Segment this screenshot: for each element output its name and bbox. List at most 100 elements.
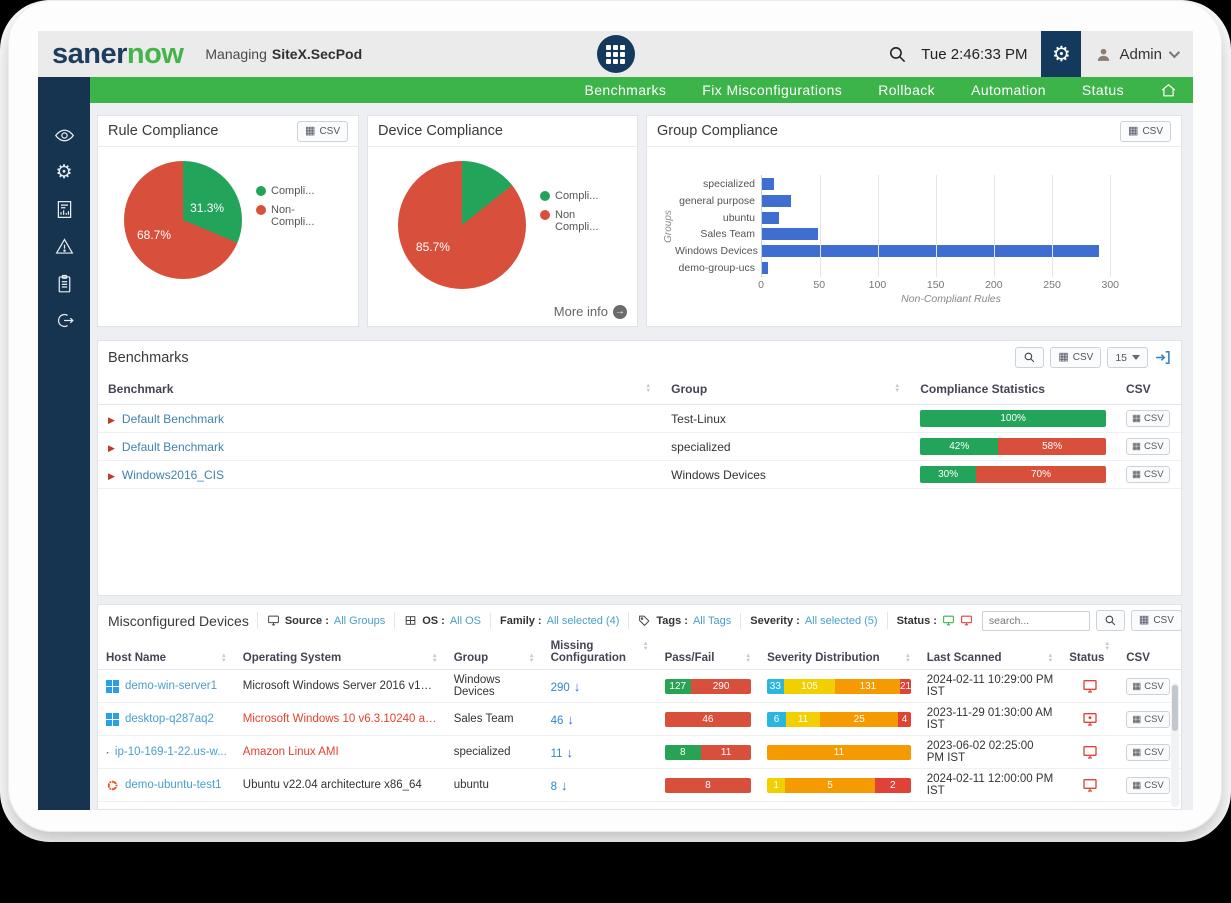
row-csv-button[interactable]: ▦ CSV <box>1126 410 1170 427</box>
benchmarks-search-button[interactable] <box>1015 347 1045 368</box>
bar-category-labels: specialized general purpose ubuntu Sales… <box>675 178 758 274</box>
table-icon: ▦ <box>1128 124 1139 137</box>
table-row: demo-win-server1 Microsoft Windows Serve… <box>98 669 1181 703</box>
status-offline-monitor-icon <box>961 615 972 626</box>
col-benchmark[interactable]: Benchmark ▲ ▼ <box>98 374 662 405</box>
expand-row-icon[interactable]: ▶ <box>108 442 115 453</box>
export-icon[interactable] <box>1154 349 1171 366</box>
severity-bar[interactable]: 11 <box>767 744 911 760</box>
col-severity-distribution[interactable]: ▲ ▼ Severity Distribution <box>759 635 919 670</box>
user-menu[interactable]: Admin <box>1095 46 1181 63</box>
alerts-icon[interactable] <box>52 234 76 258</box>
col-operating-system[interactable]: ▲ ▼ Operating System <box>234 635 446 670</box>
row-csv-button[interactable]: ▦ CSV <box>1126 776 1170 794</box>
device-compliance-pie[interactable]: 85.7% <box>398 161 526 289</box>
vertical-scrollbar[interactable] <box>1171 683 1179 807</box>
settings-gear-icon[interactable]: ⚙ <box>1041 31 1082 77</box>
col-compliance-statistics: Compliance Statistics <box>910 374 1117 405</box>
col-group[interactable]: Group ▲ ▼ <box>661 374 911 405</box>
checklist-icon[interactable] <box>52 271 76 295</box>
misconfigured-search-button[interactable] <box>1095 610 1125 631</box>
row-csv-button[interactable]: ▦ CSV <box>1126 743 1170 761</box>
bar-general-purpose[interactable] <box>762 194 792 207</box>
tab-automation[interactable]: Automation <box>971 82 1046 98</box>
col-csv: CSV <box>1118 635 1181 670</box>
host-name-link[interactable]: desktop-q287aq2 <box>106 712 227 726</box>
row-csv-button[interactable]: ▦ CSV <box>1126 710 1170 728</box>
host-name-link[interactable]: demo-win-server1 <box>106 679 227 693</box>
group-compliance-csv-button[interactable]: ▦ CSV <box>1120 120 1171 142</box>
host-name-link[interactable]: ip-10-169-1-22.us-w... <box>106 746 227 759</box>
bar-windows-devices[interactable] <box>762 245 1099 258</box>
pie-label-noncompliant: 68.7% <box>136 228 171 243</box>
missing-config-link[interactable]: 11 <box>550 747 563 760</box>
arrow-right-icon: → <box>613 304 627 319</box>
severity-bar[interactable]: 6 11 25 4 <box>767 711 911 727</box>
chevron-down-icon <box>1168 46 1181 59</box>
filter-tags[interactable]: Tags : All Tags <box>628 612 740 629</box>
bar-sales-team[interactable] <box>762 228 818 241</box>
app-launcher-icon[interactable] <box>596 35 635 73</box>
pass-fail-bar[interactable]: 8 11 <box>664 744 752 760</box>
filter-os[interactable]: OS : All OS <box>394 612 490 629</box>
os-icon <box>405 616 416 625</box>
scrollbar-thumb[interactable] <box>1172 685 1178 731</box>
benchmark-link[interactable]: Windows2016_CIS <box>121 467 224 482</box>
report-icon[interactable] <box>52 197 76 221</box>
filter-severity[interactable]: Severity : All selected (5) <box>740 612 886 629</box>
table-row: demo-ubuntu-test1 Ubuntu v22.04 architec… <box>98 768 1181 802</box>
search-icon[interactable] <box>888 45 907 64</box>
col-last-scanned[interactable]: ▲ ▼ Last Scanned <box>918 635 1062 670</box>
tab-fix-misconfigurations[interactable]: Fix Misconfigurations <box>702 82 843 98</box>
pass-fail-bar[interactable]: 46 <box>664 711 752 727</box>
missing-config-link[interactable]: 46 <box>550 714 564 727</box>
admin-settings-icon[interactable]: ⚙ <box>55 161 73 183</box>
rule-compliance-pie[interactable]: 31.3% 68.7% <box>124 161 242 279</box>
col-pass-fail[interactable]: ▲ ▼ Pass/Fail <box>656 635 760 670</box>
legend-dot-noncompliant <box>540 209 550 220</box>
tab-benchmarks[interactable]: Benchmarks <box>584 82 667 98</box>
missing-config-link[interactable]: 8 <box>550 780 557 793</box>
misconfigured-csv-button[interactable]: ▦ CSV <box>1130 610 1181 631</box>
filter-source[interactable]: Source : All Groups <box>256 612 394 629</box>
home-icon[interactable] <box>1160 82 1177 99</box>
sanernow-logo[interactable]: sanernow <box>52 37 184 70</box>
pass-fail-bar[interactable]: 127 290 <box>664 678 752 694</box>
col-missing-configuration[interactable]: ▲ ▼ Missing Configuration <box>542 635 657 670</box>
compliance-bar: 100% <box>920 410 1107 427</box>
bar-specialized[interactable] <box>762 178 774 190</box>
benchmarks-rows-per-page-select[interactable]: 15 <box>1107 347 1148 368</box>
col-group[interactable]: ▲ ▼ Group <box>445 635 543 670</box>
row-csv-button[interactable]: ▦ CSV <box>1126 466 1170 483</box>
host-name-link[interactable]: demo-ubuntu-test1 <box>106 779 227 792</box>
tab-status[interactable]: Status <box>1081 82 1124 98</box>
group-compliance-title: Group Compliance <box>657 123 778 139</box>
col-host-name[interactable]: ▲ ▼ Host Name <box>98 635 235 670</box>
severity-bar[interactable]: 33 105 131 21 <box>767 678 911 694</box>
search-input[interactable] <box>981 610 1090 631</box>
bar-ubuntu[interactable] <box>762 211 780 224</box>
row-csv-button[interactable]: ▦ CSV <box>1126 438 1170 455</box>
group-compliance-panel: Group Compliance ▦ CSV Groups specialized… <box>646 115 1182 327</box>
row-csv-button[interactable]: ▦ CSV <box>1126 677 1170 695</box>
logout-icon[interactable] <box>52 308 76 332</box>
expand-row-icon[interactable]: ▶ <box>108 414 115 425</box>
filter-family[interactable]: Family : All selected (4) <box>490 612 628 629</box>
bar-demo-group-ucs[interactable] <box>762 261 768 274</box>
expand-row-icon[interactable]: ▶ <box>108 470 115 481</box>
device-status-icon <box>1069 777 1110 793</box>
col-status[interactable]: ▲ ▼ Status <box>1061 635 1119 670</box>
tab-rollback[interactable]: Rollback <box>878 82 936 98</box>
visibility-icon[interactable] <box>52 123 76 147</box>
y-axis-label: Groups <box>662 209 674 243</box>
benchmark-link[interactable]: Default Benchmark <box>121 411 224 426</box>
rule-compliance-csv-button[interactable]: ▦ CSV <box>297 120 348 142</box>
filter-status[interactable]: Status : <box>886 612 982 629</box>
col-csv: CSV <box>1116 374 1181 405</box>
benchmark-link[interactable]: Default Benchmark <box>121 439 224 454</box>
missing-config-link[interactable]: 290 <box>550 681 570 694</box>
benchmarks-csv-button[interactable]: ▦ CSV <box>1050 347 1102 368</box>
pass-fail-bar[interactable]: 8 <box>664 777 752 793</box>
more-info-link[interactable]: More info → <box>553 304 627 319</box>
